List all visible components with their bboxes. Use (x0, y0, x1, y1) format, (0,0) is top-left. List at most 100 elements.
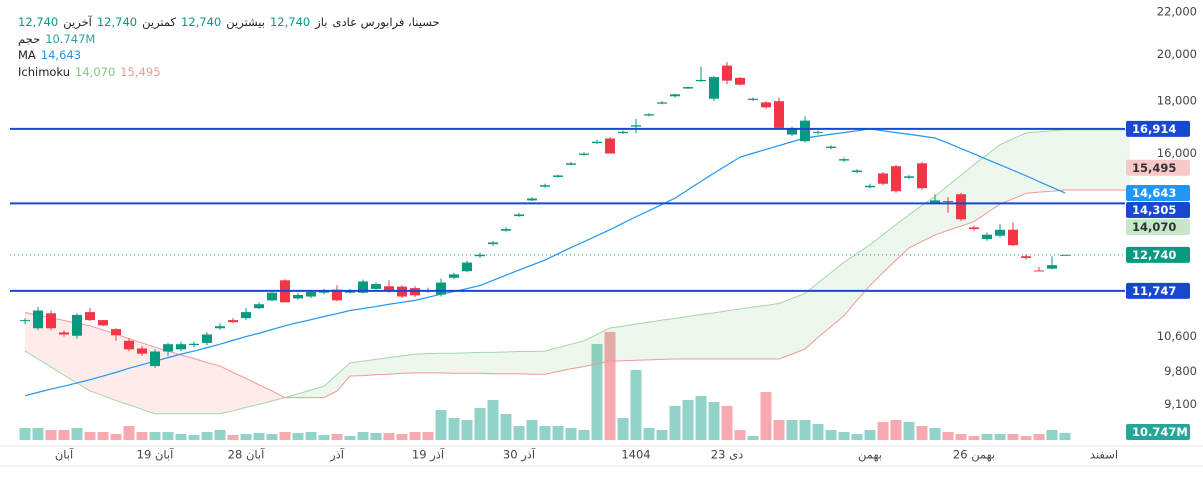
cloud-fill (753, 305, 766, 359)
field-value: 12,740 (269, 15, 311, 29)
volume-bar (71, 428, 83, 440)
cloud-fill (350, 361, 363, 377)
candle-body (449, 274, 459, 278)
candle-body (995, 229, 1005, 236)
volume-bar (201, 432, 213, 440)
cloud-fill (922, 196, 935, 242)
candle-body (826, 146, 836, 149)
candle-body (176, 344, 186, 350)
cloud-fill (51, 317, 64, 376)
price-label-box (1126, 201, 1190, 218)
candle-body (722, 65, 732, 81)
cloud-fill (493, 351, 506, 374)
cloud-fill (168, 351, 181, 414)
y-tick-label: 16,000 (1157, 146, 1197, 160)
cloud-fill (64, 320, 77, 383)
x-tick-label: بهمن (858, 448, 882, 463)
indicator-value: 14,643 (40, 48, 82, 62)
cloud-fill (636, 322, 649, 361)
candle-body (956, 194, 966, 220)
indicator-value: 14,070 (75, 64, 116, 79)
volume-bar (617, 418, 629, 440)
candle-body (865, 185, 875, 188)
volume-bar (916, 426, 928, 440)
volume-bar (1046, 430, 1058, 440)
volume-bar (643, 428, 655, 440)
cloud-fill (272, 390, 285, 402)
symbol: حسینا، فرابورس عادی (332, 15, 440, 29)
candle-body (501, 229, 511, 231)
cloud-fill (220, 366, 233, 414)
candle-body (657, 102, 667, 104)
volume-bar (708, 402, 720, 440)
candle-body (46, 313, 56, 329)
candle-body (748, 98, 758, 100)
candle-body (1060, 254, 1070, 256)
cloud-fill (324, 374, 337, 398)
candle-body (800, 120, 810, 142)
field-value: 12,740 (96, 15, 138, 29)
volume-bar (994, 434, 1006, 440)
cloud-fill (519, 351, 532, 375)
candle-body (202, 334, 212, 343)
cloud-fill (935, 185, 948, 236)
cloud-fill (584, 334, 597, 367)
y-tick-label: 10,600 (1157, 329, 1197, 343)
candle-body (579, 153, 589, 155)
volume-bar (760, 392, 772, 440)
candle-body (241, 312, 251, 319)
cloud-fill (1000, 138, 1013, 205)
volume-bar (838, 432, 850, 440)
cloud-fill (701, 312, 714, 359)
candle-body (111, 329, 121, 336)
field-value: 12,740 (18, 15, 59, 29)
cloud-fill (688, 314, 701, 359)
y-tick-label: 18,000 (1157, 94, 1197, 108)
volume-bar (357, 432, 369, 440)
cloud-fill (77, 322, 90, 391)
volume-bar (110, 434, 122, 440)
field-label: بیشترین (226, 15, 265, 29)
volume-bar (721, 406, 733, 440)
field-value: 12,740 (181, 15, 222, 29)
cloud-fill (896, 214, 909, 261)
volume-bar (526, 420, 538, 440)
volume-bar (136, 432, 148, 440)
field-label: کمترین (142, 15, 177, 29)
volume-bar (591, 344, 603, 440)
cloud-fill (831, 262, 844, 327)
volume-bar (162, 432, 174, 440)
candle-body (566, 163, 576, 165)
candle-body (72, 314, 82, 336)
x-tick-label: اسفند (1090, 448, 1118, 462)
indicator-name: حجم (18, 31, 41, 46)
volume-bar (786, 420, 798, 440)
indicator-value: 15,495 (120, 64, 161, 79)
candle-body (332, 289, 342, 301)
volume-bar (435, 410, 447, 440)
candle-body (137, 348, 147, 354)
volume-bar (32, 428, 44, 440)
price-label-box (1126, 184, 1190, 201)
indicator-name: MA (18, 48, 36, 62)
price-label: 14,305 (1132, 203, 1176, 217)
volume-bar (773, 420, 785, 440)
volume-bar (149, 432, 161, 440)
candle-body (189, 343, 199, 346)
volume-bar (1007, 434, 1019, 440)
volume-bar (890, 420, 902, 440)
volume-bar (266, 434, 278, 440)
candle-body (813, 131, 823, 133)
volume-bar (734, 430, 746, 440)
candle-body (475, 254, 485, 257)
price-label: 12,740 (1132, 248, 1176, 262)
cloud-fill (233, 372, 246, 411)
price-label: 16,914 (1132, 122, 1176, 136)
cloud-fill (571, 340, 584, 369)
candle-body (761, 102, 771, 108)
cloud-fill (545, 347, 558, 375)
volume-bar (279, 432, 291, 440)
volume-bar (656, 430, 668, 440)
x-tick-label: 28 آبان (228, 448, 265, 462)
